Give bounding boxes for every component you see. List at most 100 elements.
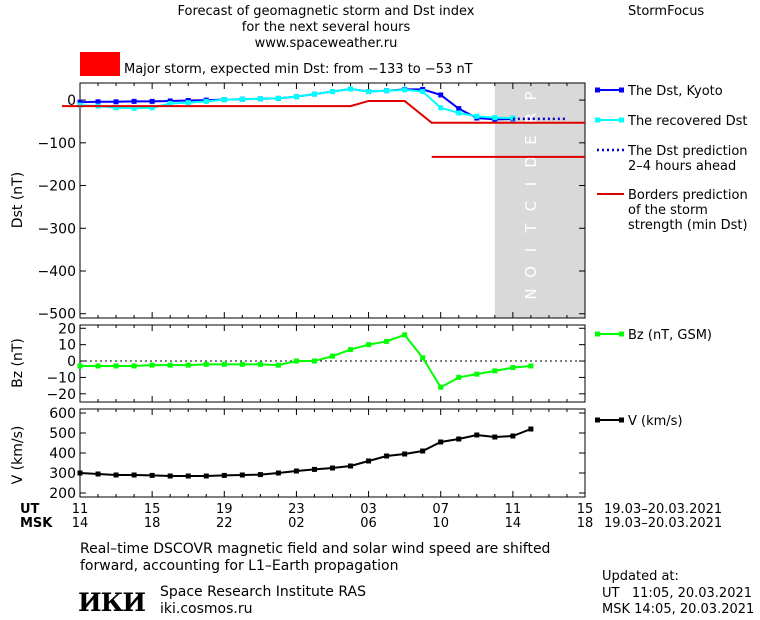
ut-tick-label: 11 <box>504 502 522 517</box>
v-ytick-label: 400 <box>49 446 76 462</box>
v-series-0-point <box>402 451 408 457</box>
prediction-letter: R <box>522 113 540 123</box>
prediction-letter: E <box>522 135 540 144</box>
legend-swatch-point <box>595 87 600 93</box>
bz-series-0-point <box>384 338 390 344</box>
bz-series-0-point <box>348 347 354 353</box>
ut-tick-label: 15 <box>576 502 594 517</box>
bz-series-0-point <box>239 361 245 367</box>
brand-name: StormFocus <box>628 4 705 19</box>
legend-swatch-point <box>619 117 624 123</box>
dst-series-1-point <box>185 100 191 106</box>
bz-ytick-label: 10 <box>58 338 76 354</box>
v-series-0-point <box>438 439 444 445</box>
bz-ytick-label: −20 <box>46 387 76 403</box>
border-upper-line <box>61 99 585 124</box>
bz-series-0-point <box>402 332 408 338</box>
v-series-0-point <box>348 463 354 469</box>
bz-series-0-point <box>311 358 317 364</box>
legend-label: The Dst prediction <box>627 144 748 159</box>
v-series-0-point <box>131 472 137 478</box>
msk-tick-label: 18 <box>576 516 594 531</box>
chart-title-line1: Forecast of geomagnetic storm and Dst in… <box>177 4 475 19</box>
prediction-letter: O <box>522 266 540 278</box>
v-axis-label: V (km/s) <box>10 426 26 485</box>
iki-logo: ИКИ <box>78 588 152 617</box>
legend-label: V (km/s) <box>628 414 683 429</box>
dst-series-1-point <box>366 89 372 95</box>
bz-series-0-point <box>492 368 498 374</box>
ut-date-range: 19.03–20.03.2021 <box>604 502 723 517</box>
bz-series-0-point <box>203 361 209 367</box>
bz-axis-label: Bz (nT) <box>10 338 26 388</box>
msk-date-range: 19.03–20.03.2021 <box>604 516 723 531</box>
msk-tick-label: 14 <box>504 516 522 531</box>
v-series-0-point <box>203 473 209 479</box>
v-series-0-point <box>492 434 498 440</box>
v-ytick-label: 300 <box>49 466 76 482</box>
msk-tick-label: 22 <box>216 516 233 531</box>
v-series-0-point <box>149 472 155 478</box>
bz-series-0-point <box>330 353 335 359</box>
dst-axis-label: Dst (nT) <box>10 172 26 228</box>
dst-series-0-point <box>149 98 155 104</box>
v-series-0-point <box>257 472 263 478</box>
msk-tick-label: 10 <box>432 516 449 531</box>
bz-series-0-line <box>80 333 531 389</box>
dst-series-1-point <box>221 97 227 103</box>
institute-name: Space Research Institute RAS <box>160 584 366 600</box>
legend-swatch-point <box>595 117 600 123</box>
bz-series-0-point <box>275 362 281 368</box>
legend-label: The recovered Dst <box>627 114 747 129</box>
legend-label: of the storm <box>628 203 708 218</box>
legend-label: 2–4 hours ahead <box>628 159 736 174</box>
v-series-0-point <box>221 472 227 478</box>
alert-text: Major storm, expected min Dst: from −133… <box>124 62 473 77</box>
v-ytick-label: 600 <box>49 406 76 422</box>
legend-label: Borders prediction <box>628 188 748 203</box>
dst-series-1-point <box>384 88 390 94</box>
site-url[interactable]: www.spaceweather.ru <box>254 36 398 51</box>
dst-series-1-point <box>402 87 408 93</box>
bz-series-0-point <box>167 362 173 368</box>
dst-series-1-point <box>239 96 245 102</box>
legend-label: The Dst, Kyoto <box>627 84 723 99</box>
v-series-0-point <box>77 470 83 476</box>
prediction-letter: C <box>522 201 540 211</box>
ut-tick-label: 03 <box>360 502 377 517</box>
dst-series-1-point <box>330 89 335 95</box>
v-series-0-point <box>167 473 173 479</box>
ut-tick-label: 15 <box>143 502 161 517</box>
dst-series-1-point <box>492 115 498 121</box>
dst-series-1-point <box>113 105 119 111</box>
prediction-letter: I <box>522 182 540 186</box>
prediction-letter: N <box>522 288 540 299</box>
dst-series-0-point <box>438 92 444 98</box>
dst-series-1-point <box>456 110 462 116</box>
msk-tick-label: 18 <box>143 516 161 531</box>
dst-series-1-line <box>79 87 513 120</box>
v-series-0-point <box>293 468 299 474</box>
bz-ytick-label: −10 <box>46 370 76 386</box>
bz-series-0-point <box>113 363 119 369</box>
institute-url[interactable]: iki.cosmos.ru <box>160 601 253 617</box>
chart-title-line2: for the next several hours <box>241 20 411 35</box>
bz-series-0-point <box>456 374 462 380</box>
dst-series-1-point <box>311 91 317 97</box>
msk-tick-label: 14 <box>71 516 89 531</box>
dst-ytick-label: −500 <box>38 307 76 323</box>
dst-series-0-line <box>79 87 513 121</box>
dst-series-1-point <box>167 101 173 107</box>
bz-series-0-point <box>77 363 83 369</box>
v-series-0-point <box>456 436 462 442</box>
ut-tick-label: 23 <box>288 502 305 517</box>
dst-ytick-label: −400 <box>38 264 76 280</box>
bz-series-0-point <box>131 363 137 369</box>
bz-ytick-label: 0 <box>67 354 76 370</box>
dst-series-0-point <box>456 106 462 112</box>
v-series-0-point <box>510 433 516 439</box>
ut-tick-label: 19 <box>216 502 233 517</box>
legend-swatch-point <box>619 87 624 93</box>
dst-series-1-point <box>203 98 209 104</box>
dst-ytick-label: −200 <box>38 179 76 195</box>
